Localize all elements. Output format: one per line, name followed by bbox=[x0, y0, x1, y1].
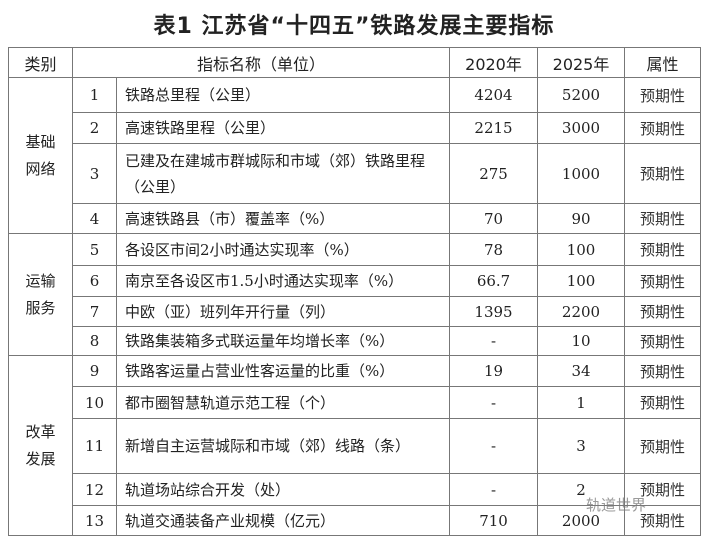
row-number: 3 bbox=[72, 143, 117, 204]
value-2025: 90 bbox=[537, 203, 626, 234]
table-row: 运输服务 5 各设区市间2小时通达实现率（%） 78 100 预期性 bbox=[8, 233, 702, 356]
attribute: 预期性 bbox=[624, 143, 702, 204]
header-name: 指标名称（单位） bbox=[71, 47, 451, 78]
table-row: 10 都市圈智慧轨道示范工程（个） -1 预期性 bbox=[9, 386, 702, 419]
value-2020: 2215 bbox=[449, 112, 539, 144]
header-row: 类别 指标名称（单位） 2020年 2025年 属性 bbox=[8, 47, 702, 78]
row-number: 5 bbox=[72, 233, 117, 266]
attribute: 预期性 bbox=[624, 326, 702, 356]
indicator-name: 高速铁路里程（公里） bbox=[115, 112, 451, 144]
value-2025: 3000 bbox=[537, 112, 626, 144]
value-2025: 100 bbox=[537, 233, 626, 266]
value-2020: 78 bbox=[449, 233, 539, 266]
value-2025: 2000 bbox=[537, 505, 626, 536]
value-2025: 34 bbox=[537, 355, 626, 387]
attribute: 预期性 bbox=[624, 505, 702, 536]
indicator-name: 已建及在建城市群城际和市域（郊）铁路里程（公里） bbox=[115, 143, 451, 204]
value-2020: 4204 bbox=[449, 77, 539, 113]
indicator-name: 铁路总里程（公里） bbox=[115, 77, 451, 113]
indicator-name: 轨道交通装备产业规模（亿元） bbox=[115, 505, 451, 536]
table-row: 12 轨道场站综合开发（处） -2 预期性 bbox=[9, 473, 702, 506]
value-2020: - bbox=[449, 326, 539, 356]
attribute: 预期性 bbox=[624, 473, 702, 506]
indicator-name: 南京至各设区市1.5小时通达实现率（%） bbox=[115, 265, 451, 297]
row-number: 9 bbox=[72, 355, 117, 387]
value-2020: 1395 bbox=[449, 296, 539, 327]
value-2025: 1 bbox=[537, 386, 626, 419]
value-2025: 5200 bbox=[537, 77, 626, 113]
category-label: 运输服务 bbox=[25, 271, 56, 317]
attribute: 预期性 bbox=[624, 418, 702, 474]
table-row: 7 中欧（亚）班列年开行量（列） 1395 2200 预期性 bbox=[9, 296, 702, 327]
table-row: 13 轨道交通装备产业规模（亿元） 710 2000 预期性 bbox=[9, 505, 702, 536]
value-2025: 2200 bbox=[537, 296, 626, 327]
header-2020: 2020年 bbox=[449, 47, 539, 78]
indicator-table: 类别 指标名称（单位） 2020年 2025年 属性 基础网络 1 铁路总里程（公里… bbox=[8, 47, 702, 536]
table-row: 基础网络 1 铁路总里程（公里） 4204 5200 预期性 bbox=[8, 77, 702, 234]
value-2020: - bbox=[449, 386, 539, 419]
indicator-name: 铁路集装箱多式联运量年均增长率（%） bbox=[115, 326, 451, 356]
row-number: 4 bbox=[72, 203, 117, 234]
attribute: 预期性 bbox=[624, 77, 702, 113]
indicator-name: 新增自主运营城际和市域（郊）线路（条） bbox=[115, 418, 451, 474]
value-2025: 3 bbox=[537, 418, 626, 474]
row-number: 13 bbox=[72, 505, 117, 536]
header-category: 类别 bbox=[8, 47, 73, 78]
value-2020: 70 bbox=[449, 203, 539, 234]
category-label: 改革发展 bbox=[25, 422, 56, 468]
row-number: 11 bbox=[72, 418, 117, 474]
indicator-name: 都市圈智慧轨道示范工程（个） bbox=[115, 386, 451, 419]
row-number: 10 bbox=[72, 386, 117, 419]
indicator-name: 高速铁路县（市）覆盖率（%） bbox=[115, 203, 451, 234]
category-label: 基础网络 bbox=[25, 132, 56, 178]
table-title: 表1 江苏省“十四五”铁路发展主要指标 bbox=[153, 14, 555, 39]
attribute: 预期性 bbox=[624, 386, 702, 419]
indicator-name: 中欧（亚）班列年开行量（列） bbox=[115, 296, 451, 327]
value-2025: 100 bbox=[537, 265, 626, 297]
table-row: 2 高速铁路里程（公里） 2215 3000 预期性 bbox=[9, 112, 702, 144]
value-2025: 10 bbox=[537, 326, 626, 356]
value-2025: 1000 bbox=[537, 143, 626, 204]
watermark: 轨道世界 bbox=[586, 496, 647, 514]
indicator-name: 铁路客运量占营业性客运量的比重（%） bbox=[115, 355, 451, 387]
attribute: 预期性 bbox=[624, 265, 702, 297]
value-2020: 19 bbox=[449, 355, 539, 387]
header-2025: 2025年 bbox=[537, 47, 626, 78]
attribute: 预期性 bbox=[624, 112, 702, 144]
row-number: 1 bbox=[72, 77, 117, 113]
indicator-name: 各设区市间2小时通达实现率（%） bbox=[115, 233, 451, 266]
value-2020: 710 bbox=[449, 505, 539, 536]
attribute: 预期性 bbox=[624, 203, 702, 234]
category-cell: 基础网络 bbox=[8, 77, 73, 234]
table-row: 11 新增自主运营城际和市域（郊）线路（条） -3 预期性 bbox=[9, 418, 702, 474]
attribute: 预期性 bbox=[624, 233, 702, 266]
attribute: 预期性 bbox=[624, 296, 702, 327]
row-number: 6 bbox=[72, 265, 117, 297]
value-2020: 66.7 bbox=[449, 265, 539, 297]
category-cell: 改革发展 bbox=[8, 355, 73, 536]
table-row: 改革发展 9 铁路客运量占营业性客运量的比重（%） 19 34 预期性 bbox=[8, 355, 702, 536]
row-number: 2 bbox=[72, 112, 117, 144]
category-cell: 运输服务 bbox=[8, 233, 73, 356]
value-2020: - bbox=[449, 473, 539, 506]
table-row: 6 南京至各设区市1.5小时通达实现率（%） 66.7 100 预期性 bbox=[9, 265, 702, 297]
value-2020: - bbox=[449, 418, 539, 474]
table-row: 8 铁路集装箱多式联运量年均增长率（%） -10 预期性 bbox=[9, 326, 702, 356]
indicator-name: 轨道场站综合开发（处） bbox=[115, 473, 451, 506]
row-number: 7 bbox=[72, 296, 117, 327]
table-row: 3 已建及在建城市群城际和市域（郊）铁路里程（公里） 275 1000 预期性 bbox=[9, 143, 702, 204]
value-2020: 275 bbox=[449, 143, 539, 204]
row-number: 12 bbox=[72, 473, 117, 506]
attribute: 预期性 bbox=[624, 355, 702, 387]
header-attr: 属性 bbox=[624, 47, 702, 78]
row-number: 8 bbox=[72, 326, 117, 356]
table-row: 4 高速铁路县（市）覆盖率（%） 70 90 预期性 bbox=[9, 203, 702, 234]
